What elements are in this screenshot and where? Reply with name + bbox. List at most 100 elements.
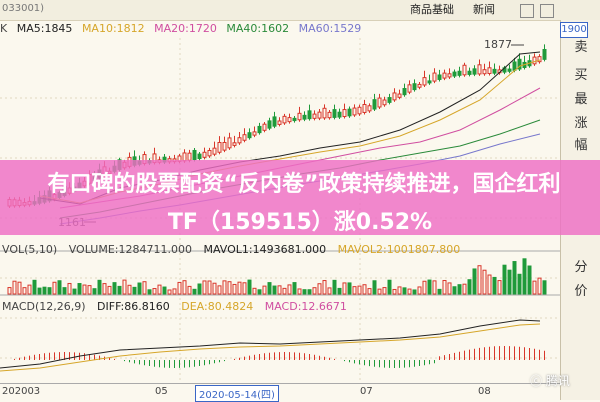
rp-sell[interactable]: 卖 [574, 40, 588, 55]
volume-bar [217, 285, 222, 295]
candle-body [377, 97, 382, 108]
volume-value: VOLUME:1284711.000 [68, 243, 192, 256]
candle-body [317, 111, 322, 119]
volume-bar [132, 286, 137, 295]
tool-icon-2[interactable] [540, 4, 554, 18]
candle-body [282, 115, 287, 124]
volume-bar [102, 283, 107, 295]
volume-bar [522, 258, 527, 295]
volume-bar [302, 289, 307, 295]
volume-bar [152, 288, 157, 295]
volume-bar [257, 289, 262, 295]
mavol2-value: MAVOL2:1001807.800 [337, 243, 461, 256]
rp-price: 价 [574, 284, 588, 299]
volume-bar [532, 280, 537, 295]
volume-bar [392, 288, 397, 295]
diff-value: DIFF:86.8160 [97, 300, 170, 313]
candle-body [332, 109, 337, 118]
rp-rise: 涨 [574, 116, 588, 131]
volume-bar [372, 280, 377, 295]
candle-body [247, 132, 252, 139]
volume-bar [467, 279, 472, 295]
tab-news[interactable]: 新闻 [473, 3, 495, 16]
volume-bar [407, 288, 412, 295]
candle-body [457, 70, 462, 76]
volume-legend: VOL(5,10) VOLUME:1284711.000 MAVOL1:1493… [2, 243, 468, 256]
volume-bar [197, 283, 202, 295]
candle-body [252, 131, 257, 136]
candle-body [347, 108, 352, 117]
volume-bar [47, 287, 52, 295]
candle-body [512, 61, 517, 71]
x-label-08: 08 [478, 386, 491, 397]
volume-bar [17, 281, 22, 295]
volume-bar [447, 282, 452, 295]
volume-bar [87, 285, 92, 295]
candle-body [257, 125, 262, 134]
kline-chart[interactable]: 1877 1161 [0, 38, 560, 383]
volume-bar [52, 281, 57, 295]
ma-legend: K MA5:1845 MA10:1812 MA20:1720 MA40:1602… [0, 20, 560, 38]
dea-line [0, 323, 541, 372]
volume-bar [482, 269, 487, 295]
ma5-label: MA5:1845 [16, 22, 73, 35]
volume-bar [252, 287, 257, 295]
candle-body [407, 84, 412, 93]
rp-minute: 分 [574, 260, 588, 275]
candle-body [372, 99, 377, 110]
rp-buy[interactable]: 买 [574, 68, 588, 83]
volume-bar [27, 284, 32, 295]
candle-body [232, 142, 237, 146]
volume-bar [157, 284, 162, 295]
candle-body [322, 107, 327, 119]
candle-body [382, 99, 387, 106]
volume-bar [112, 282, 117, 295]
volume-bar [357, 285, 362, 295]
high-price-label: 1877 [484, 38, 512, 51]
macd-bars [14, 346, 545, 368]
volume-bar [292, 282, 297, 295]
volume-bar [97, 279, 102, 295]
volume-bar [42, 286, 47, 295]
volume-bar [402, 287, 407, 295]
volume-bar [127, 284, 132, 295]
volume-bar [272, 285, 277, 295]
volume-bar [322, 280, 327, 295]
volume-bar [287, 284, 292, 295]
volume-bar [137, 282, 142, 295]
candle-body [417, 83, 422, 88]
volume-bar [237, 281, 242, 295]
headline-line-1: 有口碑的股票配资“反内卷”政策持续推进，国企红利 [47, 172, 561, 197]
candle-body [212, 147, 217, 155]
volume-bar [57, 280, 62, 295]
top-bar: 033001) 商品基础 新闻 [0, 0, 600, 21]
candle-body [192, 149, 197, 161]
volume-bar [142, 281, 147, 295]
volume-bar [427, 279, 432, 295]
volume-bar [312, 287, 317, 295]
candle-body [362, 104, 367, 113]
candle-body [357, 106, 362, 115]
volume-bar [187, 285, 192, 295]
volume-bar [207, 280, 212, 295]
volume-bar [537, 277, 542, 295]
candle-body [517, 58, 522, 70]
volume-bar [512, 261, 517, 295]
volume-bar [262, 285, 267, 295]
tab-basics[interactable]: 商品基础 [410, 3, 454, 16]
volume-bar [12, 280, 17, 295]
x-label-07: 07 [360, 386, 373, 397]
volume-bar [367, 288, 372, 295]
candle-body [262, 123, 267, 131]
candle-body [482, 69, 487, 75]
candle-body [412, 83, 417, 91]
candle-body [202, 151, 207, 158]
volume-bar [327, 287, 332, 295]
volume-bar [442, 280, 447, 295]
volume-bar [307, 289, 312, 295]
candle-body [507, 68, 512, 72]
rp-latest: 最 [574, 92, 588, 107]
tool-icon[interactable] [520, 4, 534, 18]
volume-bar [502, 264, 507, 295]
volume-bar [387, 279, 392, 295]
